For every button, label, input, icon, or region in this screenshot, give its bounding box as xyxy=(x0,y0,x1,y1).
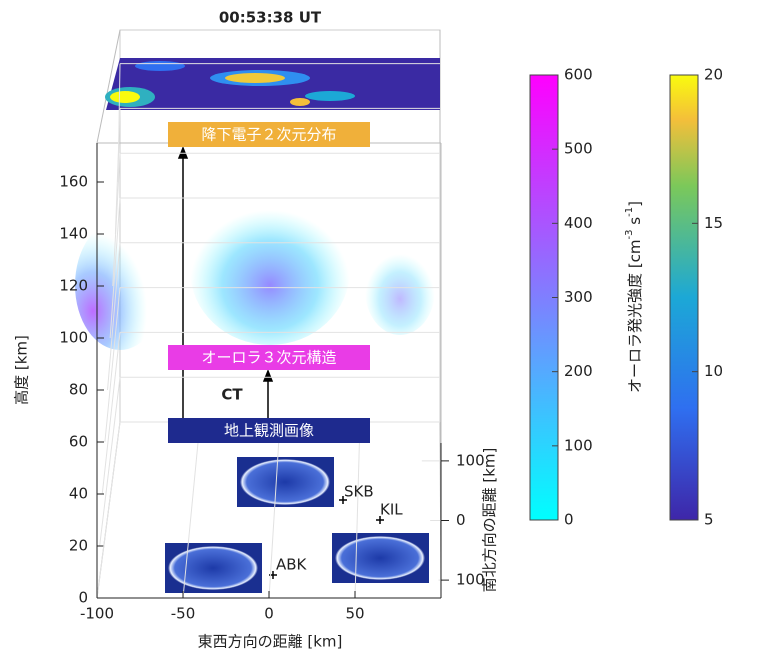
colorbar-tick-label: 15 xyxy=(704,214,723,232)
colorbar-tick-label: 5 xyxy=(704,511,714,529)
z-tick-label: 80 xyxy=(69,381,88,399)
x-tick-label: -100 xyxy=(80,605,114,623)
colorbar-tick-label: 600 xyxy=(564,66,593,84)
grid-line xyxy=(100,377,120,546)
annotation: オーロラ３次元構造 xyxy=(201,349,336,367)
aurora-volume xyxy=(75,195,435,350)
z-tick-label: 60 xyxy=(69,433,88,451)
z-tick-label: 160 xyxy=(59,173,88,191)
colorbar-tick-label: 100 xyxy=(564,436,593,454)
colorbar-tick-label: 0 xyxy=(564,511,574,529)
z-tick-label: 140 xyxy=(59,225,88,243)
label-part: s xyxy=(626,217,644,230)
grid-line xyxy=(97,422,120,598)
z-tick-label: 40 xyxy=(69,485,88,503)
annotation: 降下電子２次元分布 xyxy=(201,126,336,144)
colorbar xyxy=(670,75,698,520)
annotation: CT xyxy=(221,386,243,404)
chart-title: 00:53:38 UT xyxy=(219,9,322,27)
x-tick-label: 50 xyxy=(345,605,364,623)
top-plane xyxy=(105,58,440,110)
annotation: 地上観測画像 xyxy=(224,422,314,440)
x-tick-label: 0 xyxy=(264,605,274,623)
z-tick-label: 20 xyxy=(69,537,88,555)
y-tick-label: 0 xyxy=(456,511,466,529)
colorbar-tick-label: 20 xyxy=(704,66,723,84)
grid-line xyxy=(102,332,120,494)
figure: 00:53:38 UT020406080100120140160-100-500… xyxy=(0,0,757,665)
station-label: SKB xyxy=(344,483,374,501)
z-axis-label: 高度 [km] xyxy=(13,335,31,405)
label-part: オーロラ発光強度 [cm xyxy=(626,239,644,392)
y-axis-label: 南北方向の距離 [km] xyxy=(481,448,499,593)
colorbar-tick-label: 400 xyxy=(564,214,593,232)
station-label: KIL xyxy=(380,501,403,519)
superscript: -1 xyxy=(624,207,635,217)
x-tick-label: -50 xyxy=(171,605,196,623)
z-tick-label: 120 xyxy=(59,277,88,295)
colorbar-tick-label: 300 xyxy=(564,288,593,306)
colorbar-tick-label: 500 xyxy=(564,140,593,158)
label-part: ] xyxy=(626,201,644,207)
x-axis-label: 東西方向の距離 [km] xyxy=(198,633,343,651)
colorbar-tick-label: 200 xyxy=(564,362,593,380)
z-tick-label: 100 xyxy=(59,329,88,347)
colorbar-label: オーロラ発光強度 [cm-3 s-1] xyxy=(624,201,644,393)
colorbar-tick-label: 10 xyxy=(704,362,723,380)
superscript: -3 xyxy=(624,229,635,239)
station-label: ABK xyxy=(276,556,308,574)
